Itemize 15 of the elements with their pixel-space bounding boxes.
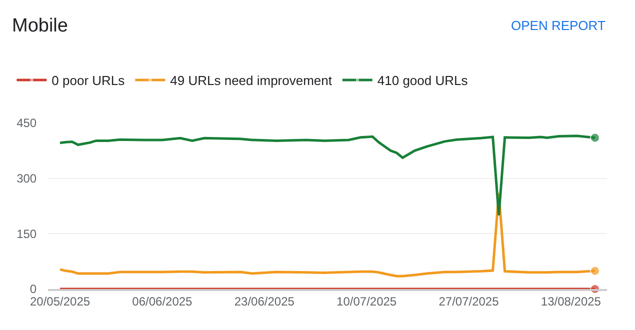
- y-tick-label: 300: [16, 172, 37, 186]
- legend-label: 410 good URLs: [377, 73, 468, 88]
- x-tick-label: 10/07/2025: [336, 294, 397, 308]
- x-tick-label: 23/06/2025: [234, 294, 295, 308]
- x-tick-label: 20/05/2025: [30, 294, 90, 308]
- x-tick-label: 27/07/2025: [438, 294, 500, 308]
- y-tick-label: 450: [16, 116, 37, 130]
- y-tick-label: 150: [16, 226, 37, 241]
- legend-label: 49 URLs need improvement: [170, 73, 332, 88]
- legend-label: 0 poor URLs: [52, 73, 126, 88]
- y-tick-label: 0: [30, 282, 37, 296]
- x-tick-label: 13/08/2025: [540, 294, 602, 308]
- chart-title: Mobile: [12, 16, 68, 37]
- text: OPEN REPORT: [511, 18, 606, 33]
- x-tick-label: 06/06/2025: [132, 294, 193, 308]
